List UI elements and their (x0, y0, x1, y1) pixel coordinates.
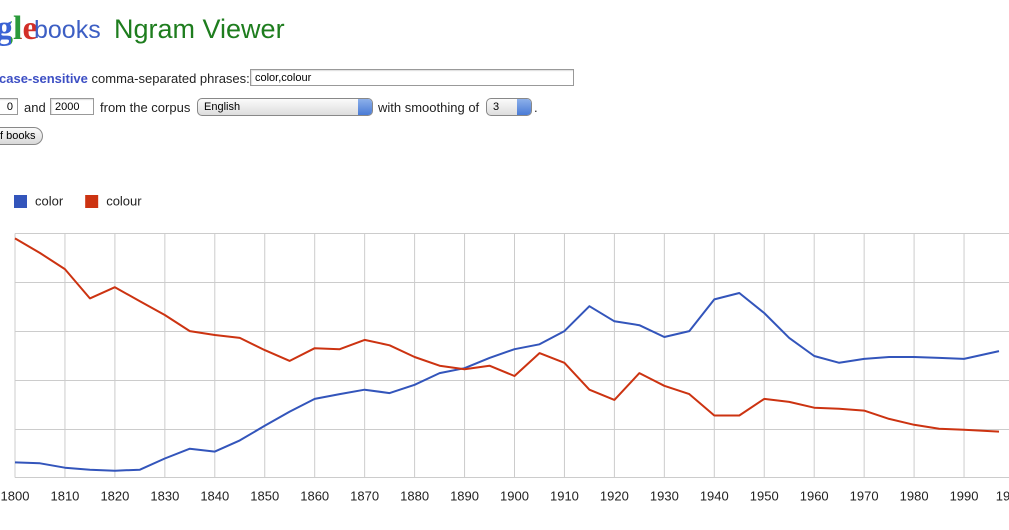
smoothing-select[interactable]: 3 (486, 98, 532, 116)
corpus-value: English (204, 101, 241, 113)
y-grid (15, 233, 1009, 478)
x-tick-label: 1860 (300, 488, 329, 503)
period: . (534, 100, 538, 115)
x-tick-label: 1840 (200, 488, 229, 503)
x-tick-label: 19 (996, 488, 1009, 503)
select-arrow (517, 99, 531, 115)
case-link[interactable]: case-sensitive (0, 71, 88, 86)
line (14, 292, 1000, 472)
x-tick-label: 1920 (600, 488, 629, 503)
legend-label: color (35, 193, 64, 208)
x-tick-label: 1940 (700, 488, 729, 503)
x-tick-label: 1880 (400, 488, 429, 503)
x-tick-label: 1950 (750, 488, 779, 503)
x-tick-label: 1970 (850, 488, 879, 503)
legend-swatch (85, 195, 99, 208)
line (14, 237, 1000, 433)
app-title: Ngram Viewer (114, 14, 285, 44)
search-button[interactable]: f books (0, 127, 44, 145)
legend-label: colour (106, 193, 142, 208)
start-year-input[interactable]: 0 (0, 98, 18, 115)
product-name: books (34, 16, 101, 44)
select-arrow (358, 99, 372, 115)
x-tick-label: 1930 (650, 488, 679, 503)
x-tick-label: 1820 (100, 488, 129, 503)
form-row: case-sensitive comma-separated phrases: (0, 71, 250, 86)
and-label: and (24, 100, 46, 115)
x-tick-label: 1960 (800, 488, 829, 503)
x-tick-label: 1890 (450, 488, 479, 503)
corpus-select[interactable]: English (197, 98, 373, 116)
legend-swatch (14, 195, 27, 208)
corpus-label: from the corpus (100, 100, 191, 115)
x-tick-label: 1830 (150, 488, 179, 503)
x-tick-label: 1980 (900, 488, 929, 503)
x-tick-label: 1800 (1, 488, 30, 503)
phrases-label: comma-separated phrases: (91, 71, 250, 86)
logo: gle (0, 10, 38, 48)
x-tick-label: 1990 (950, 488, 979, 503)
x-tick-label: 1870 (350, 488, 379, 503)
smoothing-label: with smoothing of (378, 100, 480, 115)
x-tick-label: 1850 (250, 488, 279, 503)
smoothing-value: 3 (493, 101, 500, 113)
x-tick-label: 1910 (550, 488, 579, 503)
x-tick-label: 1810 (50, 488, 79, 503)
x-tick-label: 1900 (500, 488, 529, 503)
end-year-input[interactable]: 2000 (50, 98, 94, 115)
phrases-input[interactable]: color,colour (250, 69, 574, 86)
